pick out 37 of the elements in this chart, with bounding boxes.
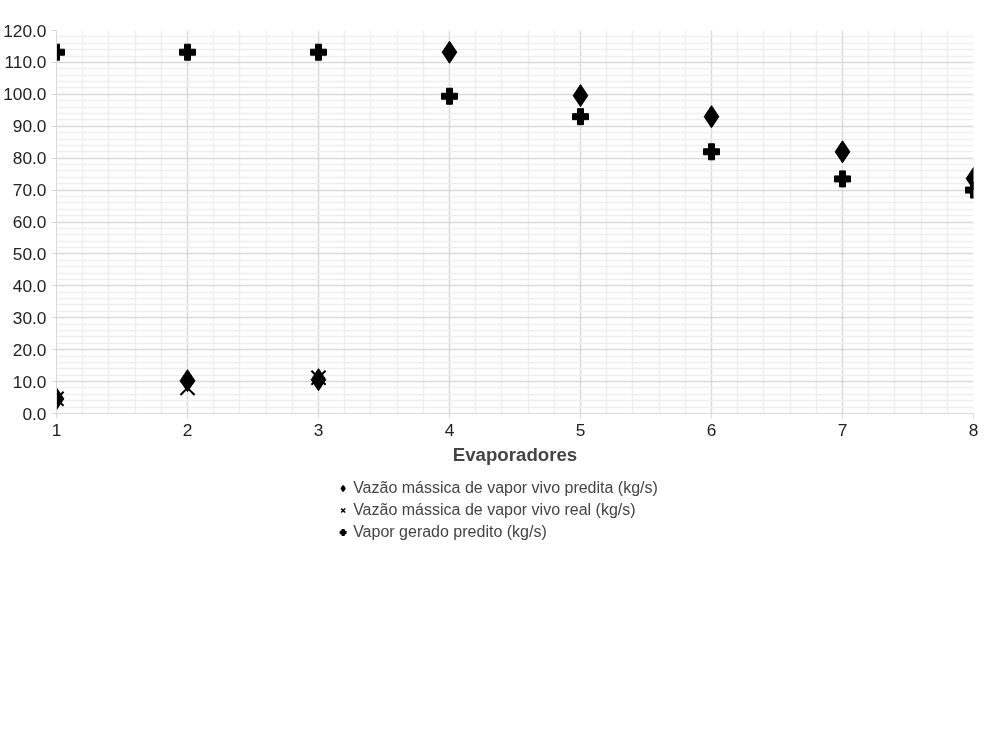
point [441, 40, 458, 64]
y-tick-label: 30.0 [12, 307, 47, 328]
y-tick-label: 60.0 [12, 212, 47, 232]
x-tick-label: 1 [51, 419, 62, 440]
y-tick-label: 70.0 [12, 180, 47, 201]
y-tick-label: 10.0 [12, 371, 47, 392]
y-tick-label: 100.0 [3, 84, 47, 105]
point [310, 369, 327, 386]
y-tick-label: 110.0 [4, 52, 47, 73]
legend-label: Vazão mássica de vapor vivo predita (kg/s) [353, 478, 658, 497]
point [572, 84, 589, 108]
y-tick-label: 40.0 [12, 275, 47, 296]
point [441, 87, 458, 105]
x-tick-label: 5 [575, 419, 586, 440]
y-tick-label: 90.0 [12, 116, 47, 137]
y-tick-label: 0.0 [22, 403, 47, 424]
y-tick-label: 20.0 [12, 339, 47, 360]
x-tick-label: 6 [706, 419, 717, 440]
point [834, 140, 851, 164]
y-tick-label: 50.0 [12, 243, 47, 264]
legend-label: Vapor gerado predito (kg/s) [353, 522, 547, 541]
point [703, 143, 720, 161]
x-axis-title: Evaporadores [452, 443, 578, 465]
legend-label: Vazão mássica de vapor vivo real (kg/s) [353, 500, 636, 519]
point [179, 43, 196, 61]
x-tick-label: 4 [444, 419, 455, 440]
point [310, 43, 327, 61]
x-tick-label: 7 [837, 419, 848, 440]
y-tick-label: 120.0 [3, 20, 47, 41]
x-tick-label: 3 [313, 419, 324, 440]
point [703, 105, 720, 129]
point [179, 379, 196, 397]
x-tick-label: 2 [182, 419, 193, 440]
point [834, 170, 851, 188]
y-tick-label: 80.0 [12, 148, 47, 169]
x-tick-label: 8 [968, 419, 979, 440]
point [572, 108, 589, 126]
